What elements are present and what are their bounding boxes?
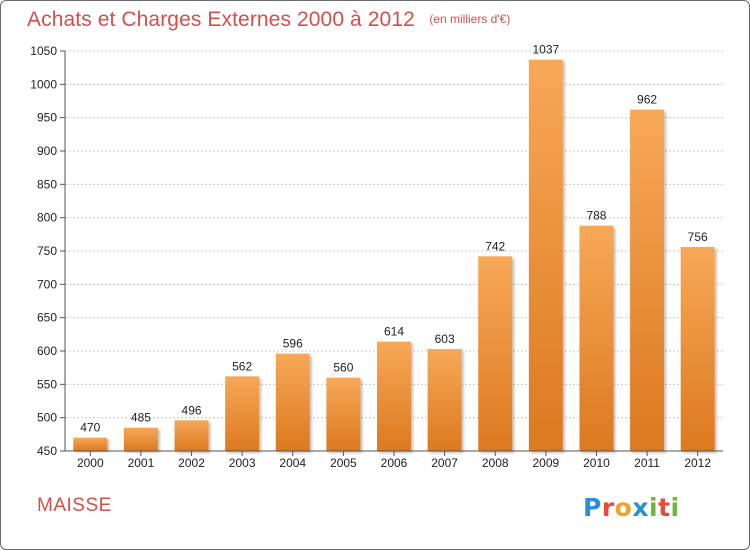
bar-2010 (579, 225, 614, 451)
bars (73, 59, 715, 452)
x-tick-label-2005: 2005 (330, 456, 357, 470)
bar-2001 (123, 427, 158, 451)
y-tick-label: 900 (37, 144, 57, 158)
data-label-2007: 603 (435, 332, 455, 346)
x-tick-label-2010: 2010 (583, 456, 610, 470)
bar-2005 (326, 377, 361, 451)
y-tick-label: 500 (37, 411, 57, 425)
y-axis-ticks: 450 500 550 600 650 700 750 800 850 900 950 1000 105… (30, 44, 65, 458)
logo-letter: P (583, 493, 602, 522)
x-axis-ticks: 2000 2001 2002 2003 2004 2005 2006 2007 2008 2009… (77, 451, 711, 470)
data-label-2008: 742 (485, 239, 505, 253)
y-tick-label: 1000 (30, 77, 57, 91)
chart-title: Achats et Charges Externes 2000 à 2012 (27, 8, 415, 31)
x-tick-label-2001: 2001 (128, 456, 155, 470)
data-label-2004: 596 (283, 337, 303, 351)
logo-letter: t (658, 493, 671, 522)
x-tick-label-2012: 2012 (684, 456, 711, 470)
data-label-2009: 1037 (532, 43, 559, 57)
x-tick-label-2007: 2007 (431, 456, 458, 470)
bar-2002 (174, 420, 209, 451)
y-tick-label: 1050 (30, 44, 57, 58)
data-label-2000: 470 (80, 421, 100, 435)
chart-subtitle: (en milliers d'€) (429, 12, 511, 26)
bar-2012 (680, 247, 715, 451)
bar-2011 (630, 109, 665, 452)
logo-letter: i (670, 493, 680, 522)
y-tick-label: 950 (37, 111, 57, 125)
y-tick-label: 600 (37, 344, 57, 358)
axes (64, 51, 723, 452)
logo-letter: x (632, 493, 649, 522)
logo-letter: r (601, 493, 615, 522)
x-tick-label-2000: 2000 (77, 456, 104, 470)
bar-2004 (275, 353, 310, 451)
data-label-2011: 962 (637, 93, 657, 107)
commune-name: MAISSE (37, 495, 112, 516)
x-tick-label-2002: 2002 (178, 456, 205, 470)
bar-2000 (73, 437, 108, 451)
x-tick-label-2004: 2004 (279, 456, 306, 470)
title-row: Achats et Charges Externes 2000 à 2012 (… (27, 8, 510, 32)
y-tick-label: 700 (37, 277, 57, 291)
x-tick-label-2006: 2006 (381, 456, 408, 470)
data-label-2005: 560 (333, 361, 353, 375)
bar-2003 (225, 376, 260, 451)
x-tick-label-2008: 2008 (482, 456, 509, 470)
y-tick-label: 750 (37, 244, 57, 258)
data-labels: 470 485 496 562 596 560 614 603 742 1037 788 962 756 (80, 43, 708, 435)
logo-letter: i (649, 493, 659, 522)
x-tick-label-2009: 2009 (532, 456, 559, 470)
y-tick-label: 550 (37, 377, 57, 391)
bar-2007 (427, 349, 462, 451)
y-tick-label: 800 (37, 211, 57, 225)
data-label-2010: 788 (586, 209, 606, 223)
x-tick-label-2003: 2003 (229, 456, 256, 470)
logo-letter: o (614, 493, 633, 522)
proxiti-logo: Proxiti (583, 493, 680, 522)
y-tick-label: 450 (37, 444, 57, 458)
bar-2009 (528, 59, 563, 452)
data-label-2001: 485 (131, 411, 151, 425)
y-tick-label: 650 (37, 311, 57, 325)
data-label-2012: 756 (688, 230, 708, 244)
data-label-2002: 496 (182, 403, 202, 417)
bar-2006 (377, 341, 411, 451)
data-label-2003: 562 (232, 359, 252, 373)
data-label-2006: 614 (384, 325, 404, 339)
bar-2008 (478, 256, 513, 451)
y-tick-label: 850 (37, 177, 57, 191)
x-tick-label-2011: 2011 (634, 456, 660, 470)
